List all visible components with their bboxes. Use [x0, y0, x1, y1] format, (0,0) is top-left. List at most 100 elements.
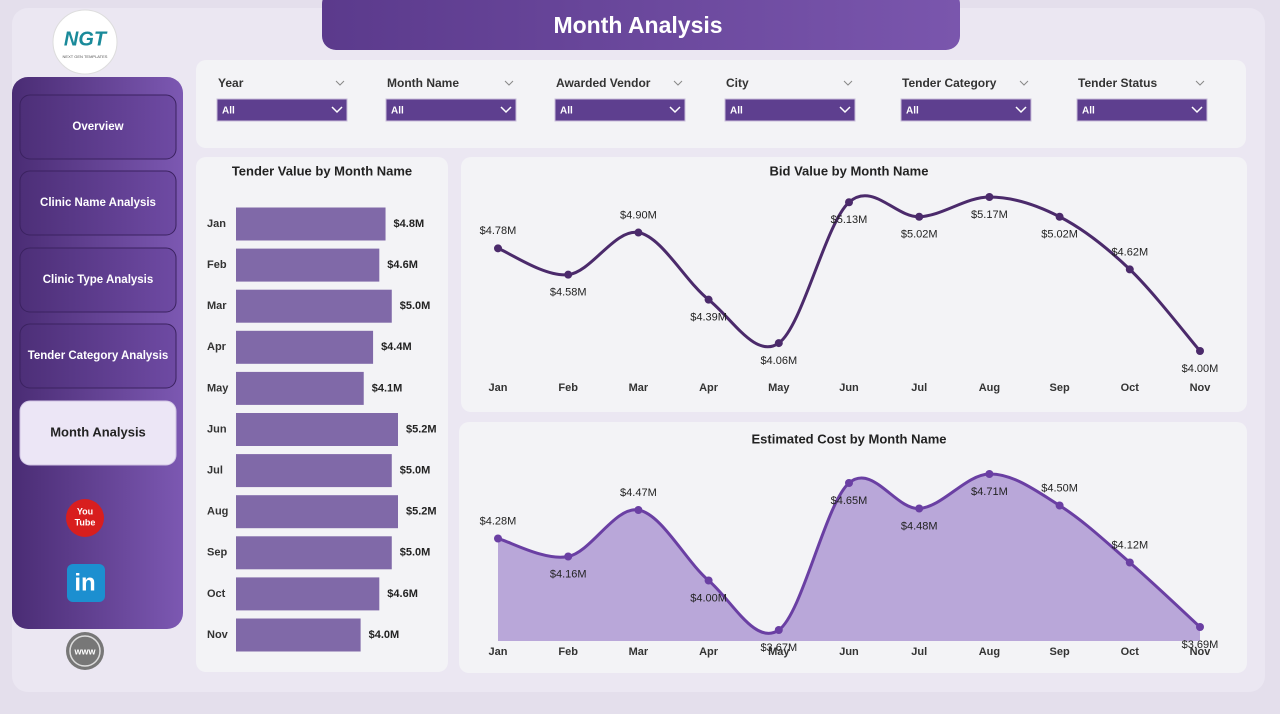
data-label: $4.71M — [971, 486, 1008, 498]
data-label: $5.0M — [400, 547, 431, 559]
data-label: $4.65M — [831, 495, 868, 507]
data-label: $4.0M — [369, 629, 400, 641]
point — [1055, 501, 1064, 510]
data-label: $4.48M — [901, 520, 938, 532]
x-tick-label: Jan — [489, 382, 508, 394]
data-label: $4.00M — [1182, 363, 1219, 375]
point — [564, 270, 573, 279]
y-tick-label: Apr — [207, 341, 227, 353]
area — [498, 473, 1200, 641]
bar — [236, 454, 392, 488]
filter-chevron — [504, 80, 514, 86]
x-tick-label: Mar — [629, 646, 649, 658]
filter-dropdown[interactable] — [724, 98, 856, 122]
bar — [236, 289, 392, 323]
nav-label: Overview — [72, 121, 123, 133]
filter-chevron — [331, 106, 343, 114]
y-tick-label: Feb — [207, 259, 227, 271]
data-label: $4.1M — [372, 382, 403, 394]
nav-button[interactable] — [19, 94, 177, 160]
y-tick-label: Sep — [207, 547, 227, 559]
web-icon[interactable] — [66, 632, 104, 670]
filter-label: Year — [218, 76, 244, 90]
data-label: $4.90M — [620, 209, 657, 221]
filter-dropdown[interactable] — [216, 98, 348, 122]
point — [774, 339, 783, 348]
y-tick-label: Oct — [207, 588, 226, 600]
x-tick-label: Jan — [489, 646, 508, 658]
filter-dropdown[interactable] — [1076, 98, 1208, 122]
x-tick-label: Jun — [839, 382, 859, 394]
x-tick-label: Aug — [979, 646, 1000, 658]
filter-panel — [196, 60, 1246, 148]
filter-label: Month Name — [387, 76, 459, 90]
y-tick-label: Jun — [207, 423, 227, 435]
point — [1196, 347, 1204, 355]
filter-dropdown[interactable] — [385, 98, 517, 122]
filter-chevron — [1191, 106, 1203, 114]
filter-label: Awarded Vendor — [556, 76, 651, 90]
bar — [236, 207, 386, 241]
filter-value: All — [560, 106, 573, 117]
title-banner — [322, 0, 960, 50]
bar — [236, 618, 361, 652]
data-label: $5.02M — [901, 229, 938, 241]
point — [1055, 212, 1064, 221]
logo — [52, 9, 118, 75]
x-tick-label: Feb — [558, 382, 578, 394]
point — [1196, 623, 1204, 631]
chart-panel — [461, 157, 1247, 412]
linkedin-icon[interactable] — [67, 564, 105, 602]
x-tick-label: Mar — [629, 382, 649, 394]
filter-chevron — [1019, 80, 1029, 86]
nav-label: Clinic Type Analysis — [43, 274, 154, 286]
youtube-icon[interactable] — [66, 499, 104, 537]
nav-button[interactable] — [19, 247, 177, 313]
data-label: $5.13M — [831, 214, 868, 226]
x-tick-label: Sep — [1050, 382, 1070, 394]
point — [774, 626, 783, 634]
data-label: $5.2M — [406, 506, 437, 518]
data-label: $3.67M — [760, 642, 797, 654]
y-tick-label: Mar — [207, 300, 227, 312]
data-label: $5.02M — [1041, 229, 1078, 241]
youtube-label: Tube — [75, 517, 96, 527]
chart-title: Tender Value by Month Name — [232, 163, 412, 178]
point — [1125, 558, 1134, 567]
nav-button[interactable] — [19, 170, 177, 236]
bar — [236, 536, 392, 570]
nav-label: Month Analysis — [50, 424, 146, 439]
web-icon-ring — [69, 635, 101, 667]
data-label: $4.28M — [480, 515, 517, 527]
filter-label: Tender Status — [1078, 76, 1157, 90]
data-label: $4.6M — [387, 588, 418, 600]
filter-value: All — [906, 106, 919, 117]
x-tick-label: Jun — [839, 646, 859, 658]
point — [1125, 265, 1134, 274]
page-title: Month Analysis — [553, 12, 722, 38]
data-label: $5.0M — [400, 300, 431, 312]
x-tick-label: Feb — [558, 646, 578, 658]
filter-chevron — [500, 106, 512, 114]
chart-title: Estimated Cost by Month Name — [751, 431, 946, 446]
data-label: $4.50M — [1041, 482, 1078, 494]
y-tick-label: Nov — [207, 629, 229, 641]
point — [985, 470, 994, 478]
filter-value: All — [730, 106, 743, 117]
filter-chevron — [673, 80, 683, 86]
data-label: $4.78M — [480, 225, 517, 237]
linkedin-label: in — [74, 569, 95, 596]
filter-label: City — [726, 76, 749, 90]
filter-dropdown[interactable] — [900, 98, 1032, 122]
bar — [236, 371, 364, 405]
logo-subtext: NEXT GEN TEMPLATES — [63, 54, 108, 59]
point — [915, 212, 924, 221]
filter-dropdown[interactable] — [554, 98, 686, 122]
nav-button[interactable] — [19, 323, 177, 389]
nav-button[interactable] — [19, 400, 177, 466]
y-tick-label: May — [207, 382, 229, 394]
y-tick-label: Jan — [207, 218, 226, 230]
data-label: $4.16M — [550, 568, 587, 580]
x-tick-label: Nov — [1190, 646, 1212, 658]
